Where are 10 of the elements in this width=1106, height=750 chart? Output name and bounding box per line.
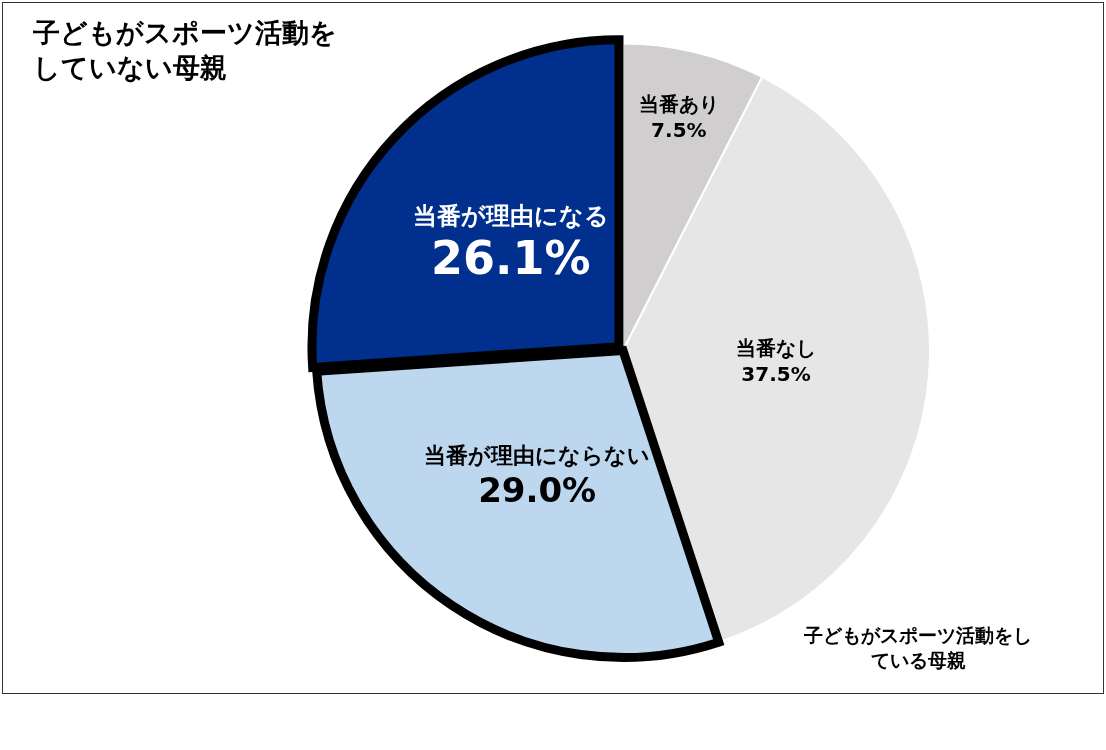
- text: 子どもがスポーツ活動をしている母親: [803, 623, 1033, 673]
- data-label: 7.5%: [651, 117, 707, 142]
- slice-label: 当番あり: [638, 91, 719, 116]
- slice-label: 当番が理由になる: [412, 202, 609, 231]
- slice-label: 当番が理由にならない: [424, 443, 651, 469]
- data-label: 26.1%: [431, 231, 591, 286]
- data-label: 37.5%: [741, 362, 811, 387]
- data-label: 29.0%: [478, 470, 597, 511]
- text: 子どもがスポーツ活動をしていない母親: [33, 16, 338, 86]
- slice-label: 当番なし: [736, 336, 817, 361]
